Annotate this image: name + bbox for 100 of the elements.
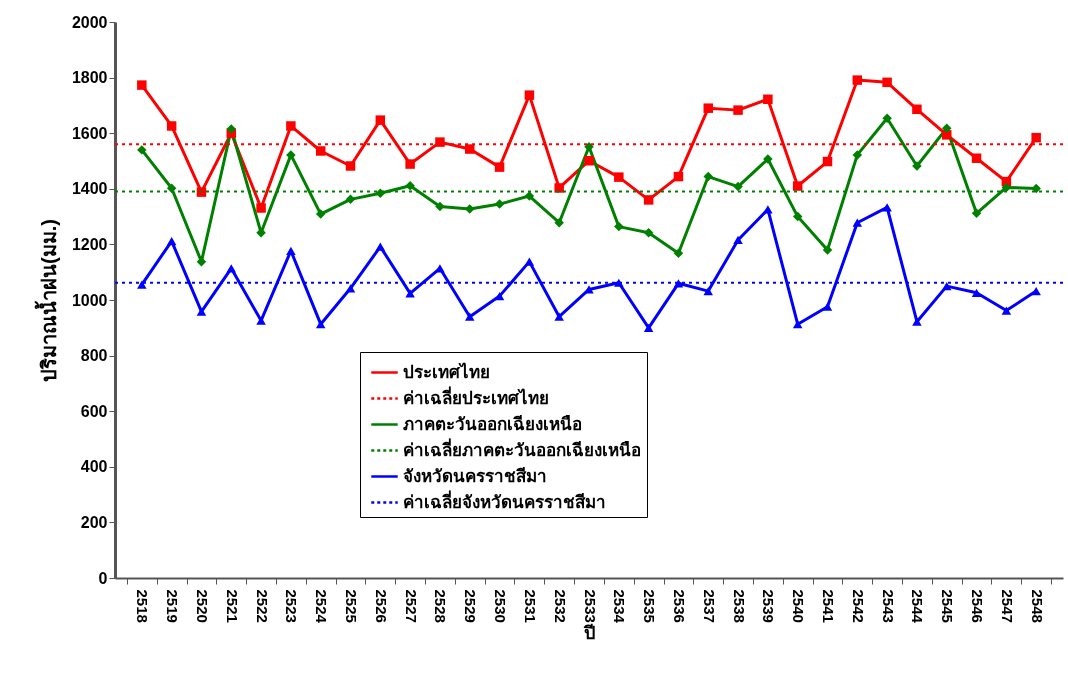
point (703, 103, 713, 113)
point (941, 130, 952, 140)
point (166, 236, 177, 246)
y-tick-label: 200 (80, 513, 108, 531)
point (137, 145, 147, 155)
x-tick-label: 2540 (790, 589, 808, 623)
y-tick-label: 1800 (71, 69, 108, 87)
point (166, 183, 177, 193)
point (465, 204, 475, 214)
x-tick-label: 2530 (492, 589, 510, 623)
x-tick-label: 2539 (760, 589, 778, 623)
point (554, 217, 564, 228)
point (554, 312, 564, 321)
point (882, 113, 892, 123)
x-tick-label: 2534 (611, 589, 629, 624)
legend-label: ค่าเฉลี่ยจังหวัดนครราชสีมา (403, 489, 606, 512)
point (673, 248, 684, 259)
x-tick-label: 2531 (521, 589, 539, 623)
point (345, 161, 356, 171)
y-tick-label: 1600 (71, 124, 108, 142)
point (494, 292, 505, 301)
point (1031, 287, 1041, 296)
point (494, 162, 505, 172)
point (465, 144, 475, 154)
point (256, 203, 266, 213)
point (792, 211, 803, 222)
point (524, 257, 535, 266)
x-tick-label: 2537 (700, 589, 718, 623)
x-axis-title: ปี (583, 622, 595, 643)
x-tick-label: 2522 (253, 589, 271, 623)
point (166, 121, 177, 131)
x-tick-label: 2525 (343, 589, 361, 623)
x-tick-label: 2541 (819, 589, 837, 623)
point (196, 307, 207, 316)
point (345, 284, 356, 293)
point (465, 312, 475, 321)
y-axis-title: ปริมาณน้ำฝน(มม.) (33, 219, 60, 382)
point (614, 221, 624, 232)
x-tick-label: 2545 (939, 589, 957, 623)
point (345, 194, 356, 205)
x-tick-label: 2521 (223, 589, 241, 623)
point (852, 150, 863, 160)
x-tick-label: 2526 (372, 589, 390, 623)
y-tick-label: 400 (80, 458, 108, 476)
y-tick-label: 1400 (71, 180, 108, 198)
point (1031, 132, 1041, 143)
x-tick-label: 2518 (134, 589, 152, 623)
legend-label: จังหวัดนครราชสีมา (403, 465, 547, 486)
y-tick-label: 1000 (71, 291, 108, 309)
x-tick-label: 2524 (313, 589, 331, 624)
point (435, 201, 445, 212)
point (226, 124, 237, 134)
point (673, 171, 684, 182)
point (524, 90, 535, 100)
point (703, 171, 713, 182)
point (524, 191, 535, 201)
point (137, 280, 147, 289)
point (792, 320, 803, 329)
point (971, 288, 982, 297)
point (614, 278, 624, 287)
point (941, 281, 952, 291)
point (1001, 306, 1012, 315)
x-tick-label: 2533 (581, 589, 599, 623)
legend-label: ประเทศไทย (403, 361, 490, 382)
x-tick-label: 2519 (164, 589, 182, 623)
point (315, 320, 326, 329)
x-tick-label: 2538 (730, 589, 748, 623)
x-tick-label: 2546 (969, 589, 987, 623)
legend-label: ภาคตะวันออกเฉียงเหนือ (403, 413, 582, 434)
point (792, 181, 803, 191)
point (941, 123, 952, 133)
point (643, 227, 654, 238)
x-tick-label: 2536 (670, 589, 688, 623)
x-tick-label: 2542 (849, 589, 867, 623)
legend-label: ค่าเฉลี่ยภาคตะวันออกเฉียงเหนือ (403, 437, 641, 460)
x-tick-label: 2523 (283, 589, 301, 623)
point (286, 246, 296, 255)
legend-label: ค่าเฉลี่ยประเทศไทย (403, 385, 549, 408)
y-tick-label: 2000 (71, 13, 108, 31)
point (315, 209, 326, 219)
point (703, 287, 713, 296)
x-tick-label: 2548 (1028, 589, 1046, 623)
x-tick-label: 2544 (909, 589, 927, 624)
x-tick-label: 2529 (462, 589, 480, 623)
point (196, 187, 207, 197)
point (614, 172, 624, 182)
point (435, 264, 445, 273)
point (822, 302, 833, 311)
point (375, 115, 386, 125)
point (584, 285, 594, 294)
point (315, 146, 326, 156)
point (286, 121, 296, 131)
point (822, 156, 833, 167)
point (733, 181, 743, 192)
x-tick-label: 2532 (551, 589, 569, 623)
point (971, 208, 982, 219)
x-tick-label: 2528 (432, 589, 450, 623)
point (822, 245, 833, 255)
point (852, 218, 863, 227)
point (435, 137, 445, 147)
